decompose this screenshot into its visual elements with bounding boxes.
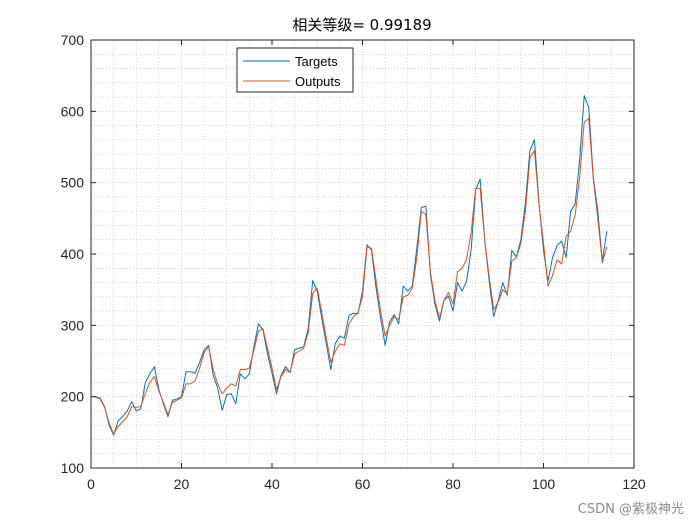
grid	[91, 40, 634, 468]
x-tick-label: 60	[355, 476, 371, 492]
legend-label-outputs: Outputs	[295, 74, 341, 89]
series-line-outputs	[95, 117, 608, 435]
x-tick-label: 100	[532, 476, 556, 492]
y-tick-label: 100	[61, 460, 85, 476]
series-line-targets	[95, 95, 608, 436]
y-tick-label: 300	[61, 317, 85, 333]
y-tick-label: 700	[61, 32, 85, 48]
y-tick-label: 500	[61, 175, 85, 191]
legend-label-targets: Targets	[295, 54, 338, 69]
x-tick-label: 120	[622, 476, 646, 492]
chart-title: 相关等级= 0.99189	[292, 16, 431, 34]
y-tick-label: 200	[61, 389, 85, 405]
x-tick-label: 40	[264, 476, 280, 492]
y-tick-label: 400	[61, 246, 85, 262]
x-tick-label: 80	[445, 476, 461, 492]
x-tick-label: 0	[87, 476, 95, 492]
series-layer	[95, 95, 608, 436]
ticks: 0 20 40 60 80 100 120 100 200 300 400 500 600 700	[61, 32, 646, 492]
legend-box	[236, 47, 354, 93]
y-tick-label: 600	[61, 103, 85, 119]
x-tick-label: 20	[174, 476, 190, 492]
watermark: CSDN @紫极神光	[578, 502, 684, 517]
legend: Targets Outputs	[236, 47, 354, 93]
